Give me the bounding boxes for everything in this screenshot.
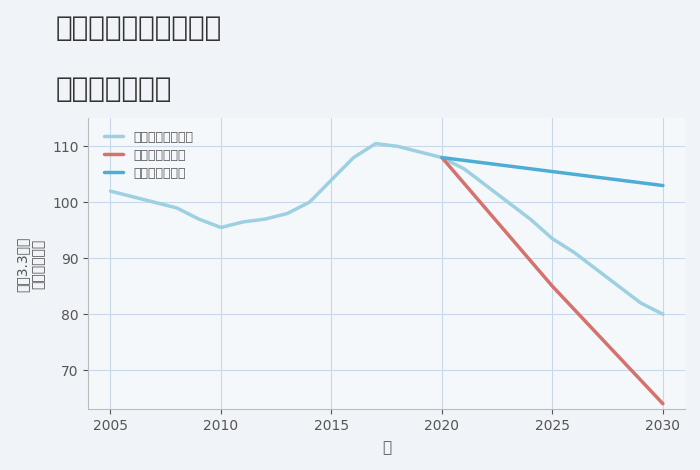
ノーマルシナリオ bbox=[615, 283, 623, 289]
グッドシナリオ bbox=[615, 177, 623, 183]
グッドシナリオ bbox=[460, 157, 468, 163]
ノーマルシナリオ bbox=[261, 216, 270, 222]
X-axis label: 年: 年 bbox=[382, 440, 391, 455]
ノーマルシナリオ bbox=[195, 216, 203, 222]
グッドシナリオ bbox=[659, 183, 667, 188]
Legend: ノーマルシナリオ, バッドシナリオ, グッドシナリオ: ノーマルシナリオ, バッドシナリオ, グッドシナリオ bbox=[101, 127, 197, 184]
Text: 土地の価格推移: 土地の価格推移 bbox=[56, 75, 172, 103]
ノーマルシナリオ bbox=[106, 188, 115, 194]
グッドシナリオ bbox=[592, 174, 601, 180]
ノーマルシナリオ bbox=[526, 216, 535, 222]
ノーマルシナリオ bbox=[349, 155, 358, 160]
ノーマルシナリオ bbox=[570, 250, 579, 256]
ノーマルシナリオ bbox=[504, 199, 512, 205]
ノーマルシナリオ bbox=[239, 219, 247, 225]
バッドシナリオ bbox=[659, 401, 667, 407]
グッドシナリオ bbox=[482, 160, 490, 166]
グッドシナリオ bbox=[570, 172, 579, 177]
Line: ノーマルシナリオ: ノーマルシナリオ bbox=[111, 143, 663, 314]
ノーマルシナリオ bbox=[173, 205, 181, 211]
バッドシナリオ bbox=[438, 155, 446, 160]
ノーマルシナリオ bbox=[548, 236, 556, 242]
ノーマルシナリオ bbox=[150, 199, 159, 205]
ノーマルシナリオ bbox=[217, 225, 225, 230]
ノーマルシナリオ bbox=[372, 141, 380, 146]
ノーマルシナリオ bbox=[659, 312, 667, 317]
Line: グッドシナリオ: グッドシナリオ bbox=[442, 157, 663, 186]
ノーマルシナリオ bbox=[460, 166, 468, 172]
ノーマルシナリオ bbox=[482, 183, 490, 188]
グッドシナリオ bbox=[504, 163, 512, 169]
グッドシナリオ bbox=[548, 169, 556, 174]
ノーマルシナリオ bbox=[393, 143, 402, 149]
バッドシナリオ bbox=[548, 283, 556, 289]
ノーマルシナリオ bbox=[438, 155, 446, 160]
ノーマルシナリオ bbox=[592, 266, 601, 272]
グッドシナリオ bbox=[438, 155, 446, 160]
グッドシナリオ bbox=[636, 180, 645, 186]
グッドシナリオ bbox=[526, 166, 535, 172]
ノーマルシナリオ bbox=[305, 199, 314, 205]
ノーマルシナリオ bbox=[283, 211, 291, 216]
ノーマルシナリオ bbox=[128, 194, 136, 200]
Text: 兵庫県西宮市林田町の: 兵庫県西宮市林田町の bbox=[56, 14, 223, 42]
ノーマルシナリオ bbox=[416, 149, 424, 155]
Y-axis label: 坪（3.3㎡）
単価（万円）: 坪（3.3㎡） 単価（万円） bbox=[15, 236, 46, 291]
ノーマルシナリオ bbox=[327, 177, 335, 183]
Line: バッドシナリオ: バッドシナリオ bbox=[442, 157, 663, 404]
ノーマルシナリオ bbox=[636, 300, 645, 306]
